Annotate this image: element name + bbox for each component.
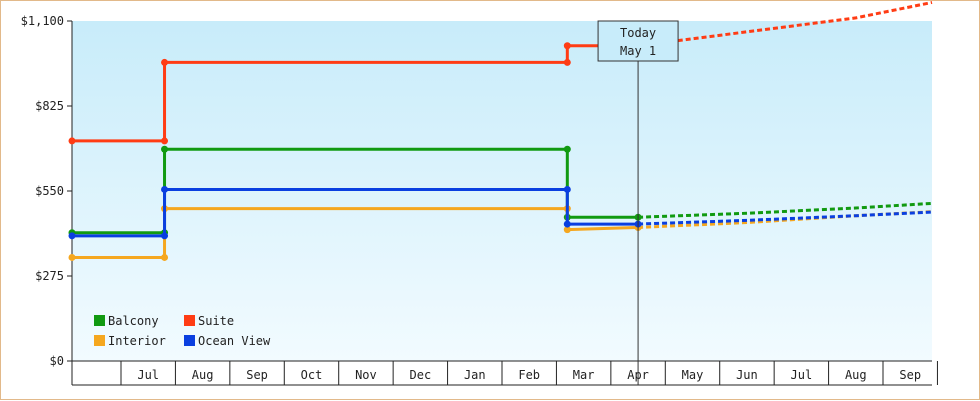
today-label: Today <box>620 26 656 40</box>
series-point-interior <box>161 253 169 261</box>
series-point-balcony <box>161 145 169 153</box>
x-tick-label: May <box>682 368 704 382</box>
series-point-ocean-view <box>161 185 169 193</box>
series-lines <box>68 1 933 261</box>
series-point-interior <box>563 226 571 234</box>
series-line-suite <box>72 44 639 143</box>
series-point-suite <box>563 58 571 66</box>
legend-label-ocean-view: Ocean View <box>198 334 271 348</box>
x-tick-label: Dec <box>410 368 432 382</box>
today-marker: Today May 1 <box>597 20 679 385</box>
x-tick-label: Sep <box>899 368 921 382</box>
legend: Balcony Suite Interior Ocean View <box>94 314 271 348</box>
y-tick-label: $550 <box>35 184 64 198</box>
x-tick-label: Jul <box>791 368 813 382</box>
series-forecast-suite <box>637 1 933 48</box>
today-date: May 1 <box>620 44 656 58</box>
series-point-ocean-view <box>563 220 571 228</box>
x-tick-label: Feb <box>518 368 540 382</box>
legend-label-interior: Interior <box>108 334 166 348</box>
legend-swatch-ocean-view <box>184 335 195 346</box>
x-tick-label: Jul <box>137 368 159 382</box>
series-point-ocean-view <box>563 185 571 193</box>
series-point-ocean-view <box>68 232 76 240</box>
series-line-interior <box>72 207 639 259</box>
plot-background <box>72 21 932 361</box>
series-forecast-ocean-view <box>638 210 933 226</box>
series-point-balcony <box>563 145 571 153</box>
x-tick-label: Jun <box>736 368 758 382</box>
legend-swatch-suite <box>184 315 195 326</box>
y-axis: $0 $275 $550 $825 $1,100 <box>21 14 73 385</box>
series-point-suite <box>161 137 169 145</box>
x-tick-label: Aug <box>845 368 867 382</box>
x-tick-label: Mar <box>573 368 595 382</box>
series-forecast-balcony <box>638 201 933 219</box>
y-tick-label: $0 <box>50 354 64 368</box>
x-axis: Jul Aug Sep Oct Nov Dec Jan Feb Mar Apr May Jun Jul A… <box>72 360 938 386</box>
x-tick-label: Jan <box>464 368 486 382</box>
legend-label-suite: Suite <box>198 314 234 328</box>
series-point-suite <box>563 42 571 50</box>
series-point-ocean-view <box>161 232 169 240</box>
y-tick-label: $1,100 <box>21 14 64 28</box>
y-tick-label: $825 <box>35 99 64 113</box>
legend-label-balcony: Balcony <box>108 314 159 328</box>
series-point-suite <box>161 58 169 66</box>
legend-swatch-interior <box>94 335 105 346</box>
series-line-ocean-view <box>72 187 639 238</box>
series-line-balcony <box>72 147 639 235</box>
today-label-box <box>597 20 679 62</box>
series-point-suite <box>68 137 76 145</box>
x-tick-label: Aug <box>192 368 214 382</box>
series-point-interior <box>68 253 76 261</box>
x-tick-label: Sep <box>246 368 268 382</box>
legend-swatch-balcony <box>94 315 105 326</box>
x-tick-label: Oct <box>301 368 323 382</box>
x-tick-label: Nov <box>355 368 377 382</box>
y-tick-label: $275 <box>35 269 64 283</box>
